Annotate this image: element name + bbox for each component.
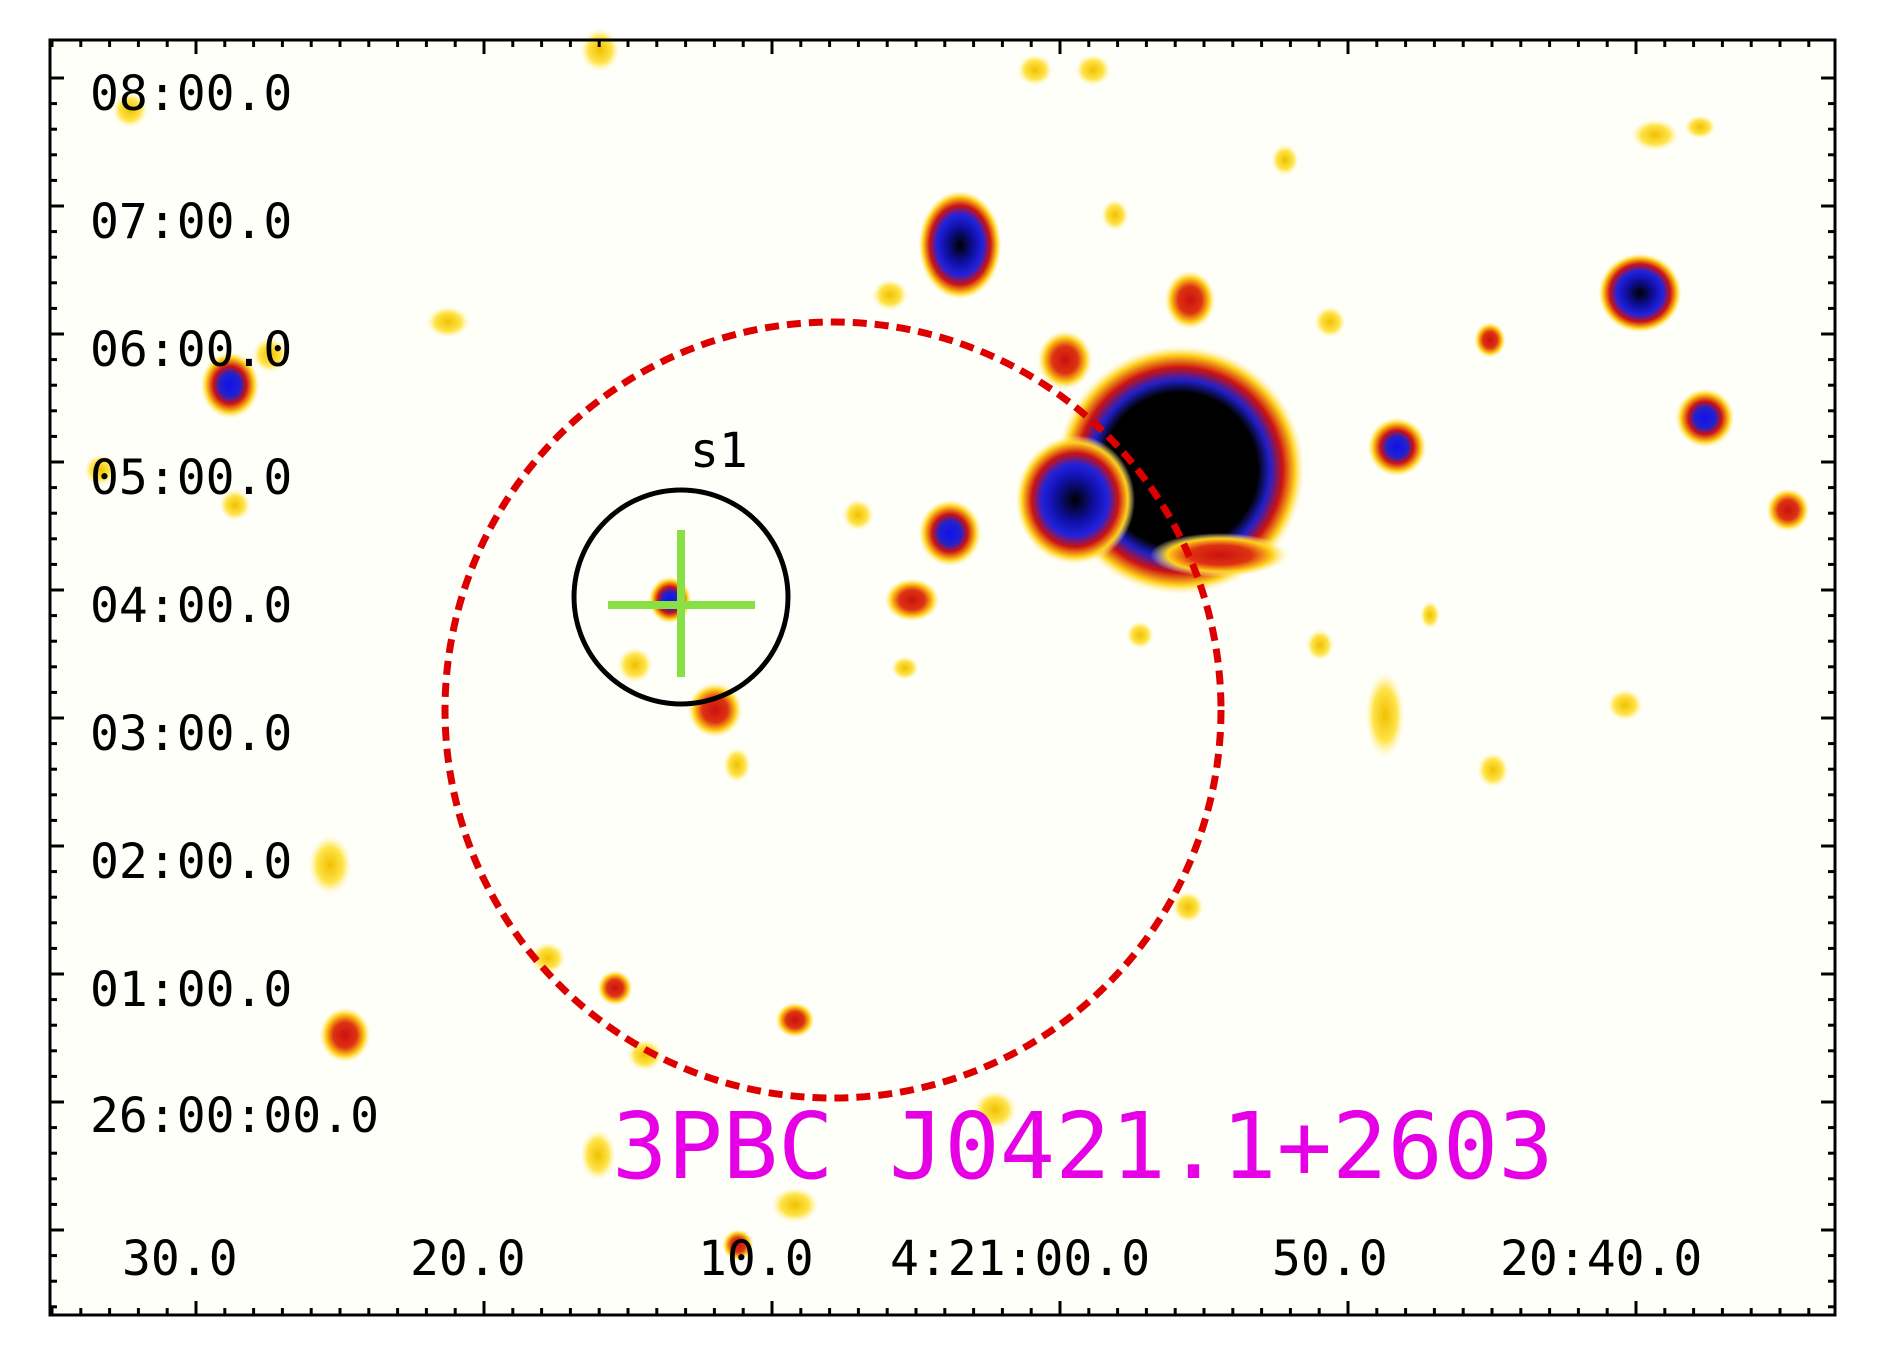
- source-blob: [1037, 330, 1093, 390]
- source-blob: [308, 835, 352, 895]
- ra-tick-label: 20.0: [410, 1231, 526, 1287]
- source-blob: [1126, 621, 1154, 649]
- source-blob: [1172, 891, 1204, 923]
- source-blob: [1101, 199, 1129, 231]
- source-label: s1: [690, 423, 748, 479]
- source-blob: [252, 337, 288, 373]
- source-blob: [200, 351, 260, 419]
- source-circle: [571, 487, 791, 707]
- source-blob: [1365, 671, 1405, 759]
- source-blob: [775, 1002, 815, 1038]
- dec-tick-label: 02:00.0: [90, 834, 292, 890]
- source-blob: [1631, 119, 1679, 151]
- source-blob: [884, 578, 940, 622]
- dec-tick-label: 06:00.0: [90, 322, 292, 378]
- source-blob: [319, 1007, 371, 1063]
- source-blob: [597, 970, 633, 1006]
- source-blob: [1420, 601, 1440, 629]
- source-blob: [687, 682, 743, 738]
- source-blob: [1367, 417, 1427, 477]
- source-blob: [872, 279, 908, 311]
- source-blob: [722, 1229, 754, 1261]
- source-blob: [648, 576, 692, 624]
- source-blob: [580, 1129, 616, 1181]
- dec-tick-label: 08:00.0: [90, 66, 292, 122]
- dec-axis-labels: 08:00.0 07:00.0 06:00.0 05:00.0 04:00.0 …: [90, 66, 379, 1144]
- source-blob: [1684, 115, 1716, 139]
- source-blob: [771, 1187, 819, 1223]
- source-blob: [530, 942, 566, 974]
- dec-tick-label: 03:00.0: [90, 706, 292, 762]
- source-title: 3PBC J0421.1+2603: [612, 1093, 1554, 1200]
- source-blob: [1314, 306, 1346, 338]
- source-blob: [1015, 435, 1135, 565]
- source-blob: [219, 489, 251, 521]
- axis-ticks: [50, 40, 1835, 1315]
- source-blob: [973, 1090, 1017, 1130]
- source-blob: [1271, 144, 1299, 176]
- source-blob: [1607, 689, 1643, 721]
- dec-tick-label: 01:00.0: [90, 962, 292, 1018]
- source-blob: [1477, 752, 1509, 788]
- source-blob: [918, 190, 1002, 300]
- sky-sources: [84, 28, 1810, 1261]
- dec-tick-label: 26:00:00.0: [90, 1088, 379, 1144]
- ra-tick-label: 20:40.0: [1500, 1231, 1702, 1287]
- error-circle: [441, 318, 1225, 1102]
- source-blob: [112, 92, 148, 128]
- ra-tick-label: 10.0: [698, 1231, 814, 1287]
- crosshair-icon: [608, 530, 755, 677]
- source-blob: [1598, 253, 1682, 333]
- source-blob: [1766, 488, 1810, 532]
- source-blob: [918, 499, 982, 567]
- source-blob: [426, 306, 470, 338]
- ra-tick-label: 30.0: [122, 1231, 238, 1287]
- source-blob: [891, 656, 919, 680]
- source-blob: [617, 647, 653, 683]
- source-blob: [1675, 388, 1735, 448]
- source-blob: [1306, 629, 1334, 661]
- ra-axis-labels: 30.0 20.0 10.0 4:21:00.0 50.0 20:40.0: [122, 1231, 1702, 1287]
- source-blob: [842, 499, 874, 531]
- plot-frame: [48, 38, 1837, 1317]
- source-blob: [723, 747, 751, 783]
- source-blob: [1164, 270, 1216, 330]
- source-blob: [1150, 533, 1290, 577]
- source-blob: [1075, 54, 1111, 86]
- source-blob: [1474, 322, 1506, 358]
- dec-tick-label: 04:00.0: [90, 578, 292, 634]
- ra-tick-label: 4:21:00.0: [890, 1231, 1150, 1287]
- source-blob: [580, 28, 620, 72]
- source-blob: [1017, 54, 1053, 86]
- ra-tick-label: 50.0: [1272, 1231, 1388, 1287]
- source-blob: [84, 454, 116, 486]
- dec-tick-label: 07:00.0: [90, 194, 292, 250]
- dec-tick-label: 05:00.0: [90, 450, 292, 506]
